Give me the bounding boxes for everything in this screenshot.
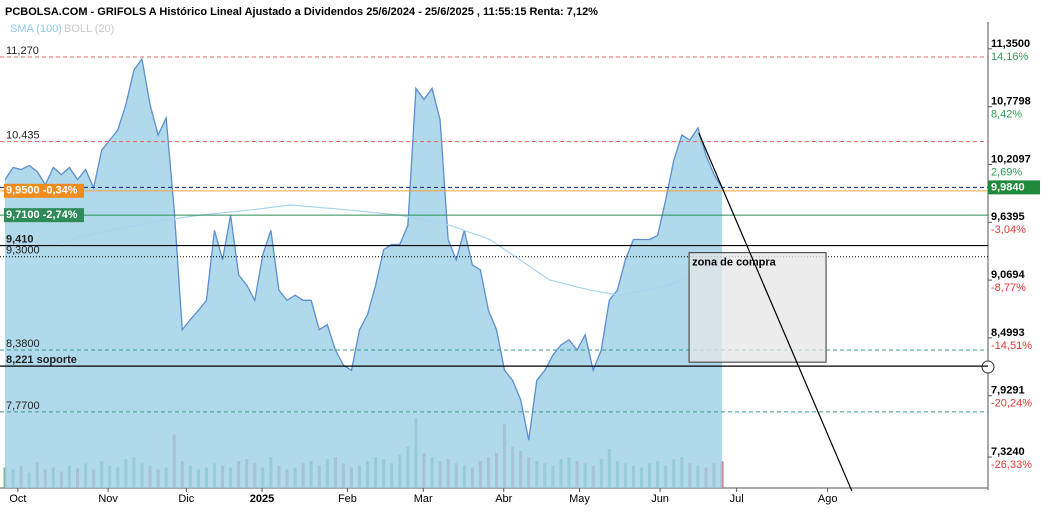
level-label: 9,7100 -2,74% xyxy=(6,209,78,221)
x-tick-label: Dic xyxy=(178,493,194,505)
price-line xyxy=(4,57,723,441)
level-label: 8,221 soporte xyxy=(6,354,77,366)
handle-icon[interactable] xyxy=(981,360,995,374)
y-tick-label: 10,7798 xyxy=(991,96,1031,108)
level-label-box xyxy=(4,208,84,223)
x-tick-label: May xyxy=(569,493,590,505)
x-tick-label: 2025 xyxy=(250,493,274,505)
sma-line xyxy=(49,204,720,296)
y-tick-label: 7,9291 xyxy=(991,385,1025,397)
level-label: 9,410 xyxy=(6,233,34,245)
y-tick-label: 9,6395 xyxy=(991,211,1025,223)
level-label-box xyxy=(988,180,1040,195)
x-tick-label: Jun xyxy=(651,493,669,505)
y-tick-label: 9,0694 xyxy=(991,269,1026,281)
level-label: 9,9840 xyxy=(991,181,1025,193)
level-label: 10.435 xyxy=(6,130,40,142)
price-area xyxy=(5,59,723,488)
chart-title: PCBOLSA.COM - GRIFOLS A Histórico Lineal… xyxy=(5,6,598,18)
y-tick-label: 8,4993 xyxy=(991,327,1025,339)
x-tick-label: Abr xyxy=(495,493,512,505)
level-label: 8,3800 xyxy=(6,338,40,350)
x-tick-label: Mar xyxy=(414,493,433,505)
x-tick-label: Jul xyxy=(730,493,744,505)
y-tick-label: 11,3500 xyxy=(991,38,1030,50)
level-label: 9,9500 -0,34% xyxy=(6,185,78,197)
trend-line xyxy=(698,132,853,492)
x-tick-label: Nov xyxy=(98,493,118,505)
level-label-box xyxy=(4,183,84,198)
y-tick-pct: 2,69% xyxy=(991,166,1022,178)
x-tick-label: Feb xyxy=(338,493,357,505)
y-tick-pct: 8,42% xyxy=(991,109,1022,121)
y-tick-pct: 14,16% xyxy=(991,51,1029,63)
y-tick-pct: -3,04% xyxy=(991,224,1026,236)
level-label: 9,3000 xyxy=(6,245,40,257)
legend-boll: BOLL (20) xyxy=(64,23,114,35)
x-tick-label: Ago xyxy=(818,493,838,505)
y-tick-pct: -14,51% xyxy=(991,340,1032,352)
level-label: 7,7700 xyxy=(6,400,40,412)
level-label: 11,270 xyxy=(6,45,39,57)
x-tick-label: Oct xyxy=(9,493,26,505)
y-tick-pct: -8,77% xyxy=(991,282,1026,294)
y-tick-label: 7,3240 xyxy=(991,446,1025,458)
y-tick-pct: -26,33% xyxy=(991,459,1032,471)
buy-zone-label: zona de compra xyxy=(692,257,777,269)
y-tick-pct: -20,24% xyxy=(991,398,1032,410)
legend-sma: SMA (100) xyxy=(10,23,62,35)
y-tick-label: 10,2097 xyxy=(991,153,1031,165)
